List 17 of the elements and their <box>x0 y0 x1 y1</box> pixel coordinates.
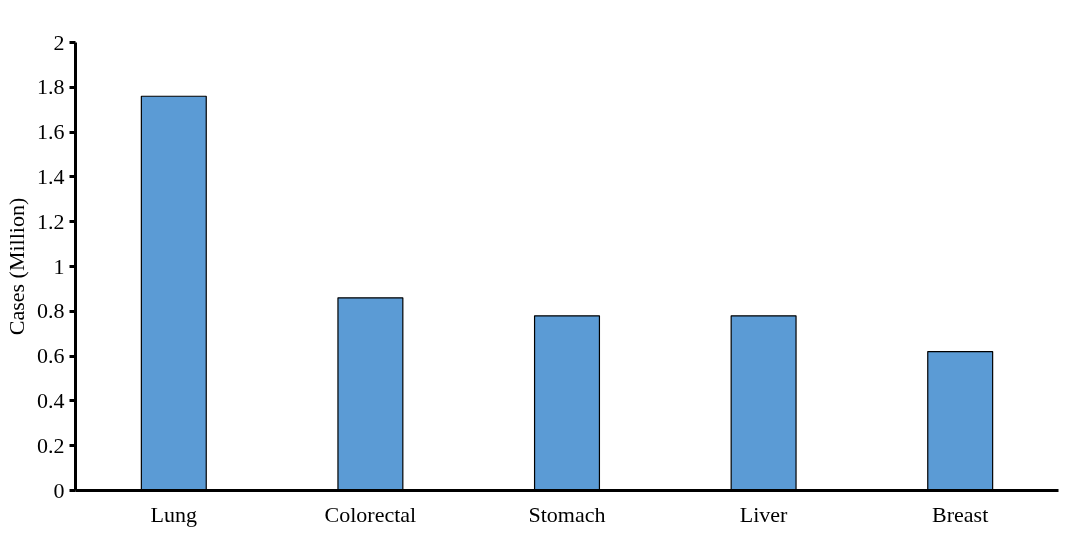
y-axis-title: Cases (Million) <box>4 197 29 336</box>
y-tick-label: 0.4 <box>37 387 65 413</box>
y-tick-label: 0.8 <box>37 298 65 324</box>
y-tick-label: 1.4 <box>37 163 65 189</box>
y-tick-label: 0.2 <box>37 432 65 458</box>
x-tick-label: Stomach <box>528 501 606 527</box>
y-tick-label: 0 <box>53 477 65 503</box>
y-tick-label: 1 <box>53 253 65 279</box>
y-tick-label: 1.2 <box>37 208 65 234</box>
x-tick-label: Lung <box>150 501 198 527</box>
y-tick-label: 2 <box>53 29 65 55</box>
y-tick-label: 0.6 <box>37 343 65 369</box>
x-tick-label: Colorectal <box>324 501 417 527</box>
y-tick-label: 1.6 <box>37 119 65 145</box>
y-tick-label: 1.8 <box>37 74 65 100</box>
x-tick-label: Liver <box>739 501 789 527</box>
x-tick-label: Breast <box>932 501 989 527</box>
